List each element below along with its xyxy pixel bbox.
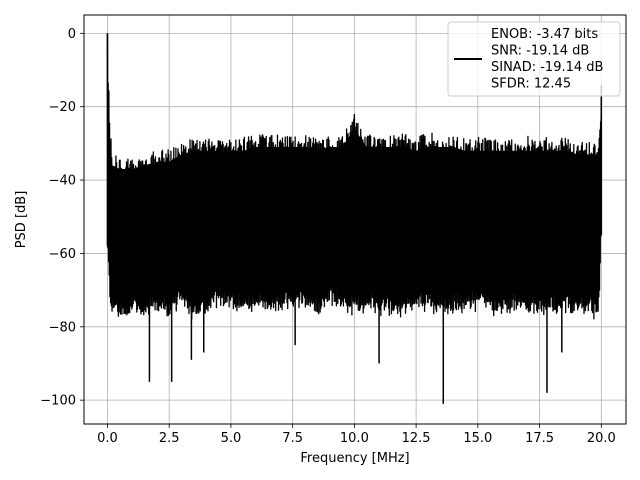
x-axis-label: Frequency [MHz] — [300, 451, 409, 466]
x-tick-label: 17.5 — [525, 431, 554, 446]
x-tick-label: 7.5 — [282, 431, 303, 446]
x-tick-label: 10.0 — [340, 431, 369, 446]
legend-entry-snr: SNR: -19.14 dB — [491, 44, 589, 59]
y-axis-label: PSD [dB] — [14, 191, 29, 249]
y-tick-label: −20 — [49, 100, 76, 115]
y-tick-label: −60 — [49, 247, 76, 262]
x-axis: 0.0 2.5 5.0 7.5 10.0 12.5 15.0 17.5 20.0 — [97, 424, 616, 446]
legend-entry-enob: ENOB: -3.47 bits — [491, 27, 598, 42]
legend-entry-sinad: SINAD: -19.14 dB — [491, 60, 603, 75]
y-tick-label: −100 — [40, 394, 76, 409]
axes-frame — [83, 14, 627, 425]
x-tick-label: 5.0 — [221, 431, 242, 446]
x-tick-label: 12.5 — [402, 431, 431, 446]
y-axis: 0 −20 −40 −60 −80 −100 — [40, 27, 84, 409]
x-tick-label: 20.0 — [587, 431, 616, 446]
legend: ENOB: -3.47 bits SNR: -19.14 dB SINAD: -… — [447, 21, 621, 97]
x-tick-label: 2.5 — [159, 431, 180, 446]
y-tick-label: −80 — [49, 320, 76, 335]
psd-noise-band — [107, 99, 602, 298]
legend-box — [447, 21, 621, 97]
plot-area — [106, 33, 603, 404]
x-tick-label: 15.0 — [463, 431, 492, 446]
x-tick-label: 0.0 — [97, 431, 118, 446]
y-tick-label: −40 — [49, 174, 76, 189]
y-tick-label: 0 — [68, 27, 76, 42]
legend-entry-sfdr: SFDR: 12.45 — [491, 77, 571, 92]
